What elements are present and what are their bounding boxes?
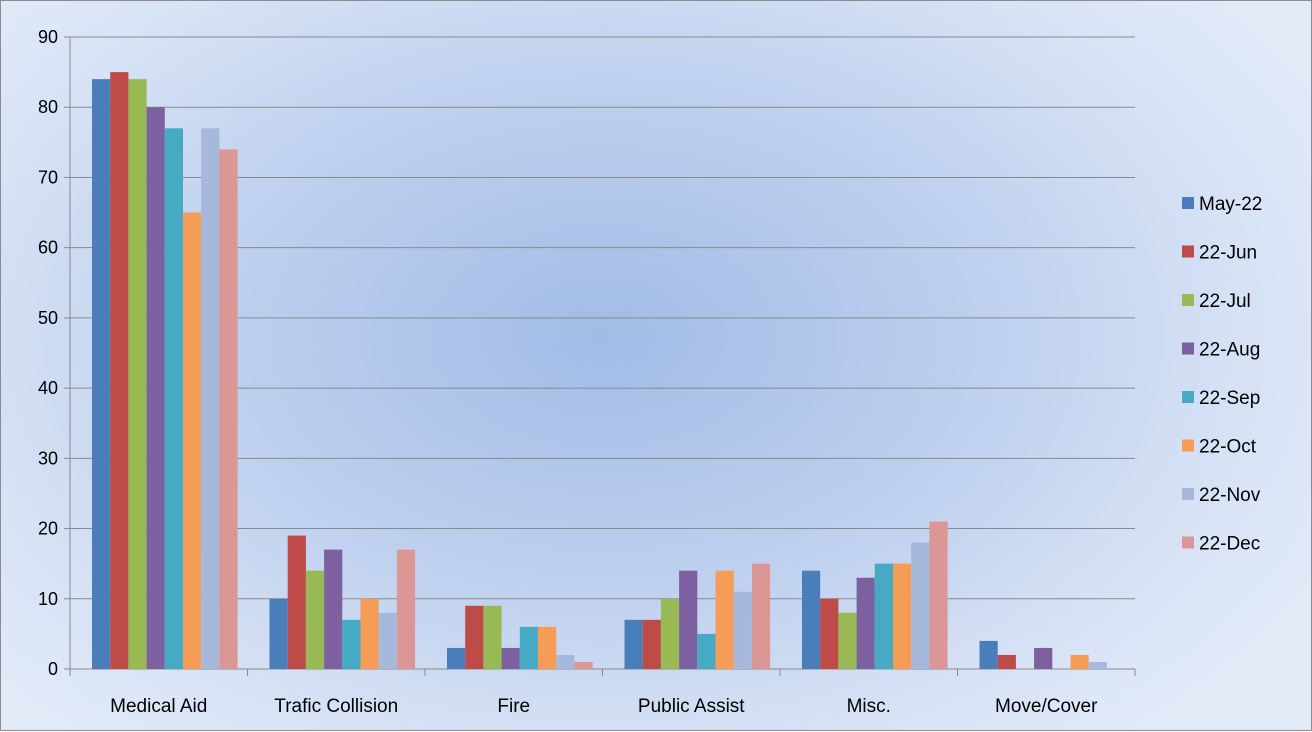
bar-22-jun-fire [465,605,484,669]
legend-swatch [1182,197,1194,209]
bar-may-22-public-assist [624,619,643,669]
gridlines [70,36,1135,600]
bar-22-nov-move-cover [1088,661,1107,669]
y-tick-label: 10 [38,589,58,609]
bar-22-jul-public-assist [660,598,680,669]
bar-22-nov-fire [556,654,575,669]
bar-22-jun-public-assist [642,619,661,669]
y-tick-label: 80 [38,97,58,117]
legend-swatch [1182,391,1194,403]
bar-22-nov-trafic-collision [378,612,397,669]
y-tick-label: 20 [38,519,58,539]
bar-22-dec-public-assist [751,563,771,669]
bar-22-sep-misc- [874,563,893,669]
legend-label: 22-Jun [1199,243,1257,264]
x-category-label: Trafic Collision [274,696,398,717]
legend-label: 22-Jul [1199,291,1251,312]
bar-22-aug-misc- [856,577,875,669]
x-category-label: Move/Cover [995,696,1098,717]
bars [92,72,1107,670]
y-tick-label: 60 [38,238,58,258]
bar-22-jun-misc- [820,598,839,669]
bar-22-dec-medical-aid [219,149,238,669]
legend-label: 22-Dec [1199,534,1260,555]
bar-22-oct-misc- [893,563,912,669]
bar-may-22-move-cover [979,640,998,669]
bar-22-jun-medical-aid [110,72,129,670]
bar-may-22-trafic-collision [269,598,288,669]
y-tick-label: 0 [48,659,58,679]
bar-22-sep-medical-aid [164,128,183,669]
bar-22-jul-trafic-collision [305,570,325,669]
x-category-label: Fire [497,696,530,717]
y-tick-label: 70 [38,167,58,187]
legend: May-22 22-Jun 22-Jul 22-Aug 22-Sep 22-Oct 22-N… [1182,194,1262,555]
bar-22-aug-medical-aid [146,107,165,669]
bar-22-jun-trafic-collision [287,535,306,669]
x-axis-categories: Medical Aid Trafic Collision Fire Public As… [110,696,1098,717]
bar-22-sep-fire [519,626,538,669]
legend-label: 22-Sep [1199,388,1260,409]
bar-may-22-fire [447,647,466,669]
bar-22-aug-fire [501,647,520,669]
bar-22-nov-medical-aid [201,128,220,669]
bar-22-jul-fire [483,605,502,669]
y-tick-label: 50 [38,308,58,328]
bar-22-oct-fire [538,626,557,669]
y-axis-ticks: 0 10 20 30 40 50 60 70 80 90 [38,27,58,679]
x-category-label: Public Assist [638,696,745,717]
legend-label: 22-Aug [1199,340,1260,361]
legend-label: 22-Oct [1199,437,1257,458]
legend-swatch [1182,342,1194,355]
y-tick-label: 40 [38,378,58,398]
bar-22-oct-trafic-collision [360,598,379,669]
legend-swatch [1182,245,1194,258]
y-tick-label: 30 [38,448,58,468]
bar-22-nov-public-assist [733,591,752,669]
bar-22-oct-public-assist [715,570,734,669]
x-category-label: Misc. [847,696,891,717]
legend-swatch [1182,439,1194,452]
bar-22-oct-medical-aid [183,212,202,670]
legend-label: May-22 [1199,194,1262,215]
y-tick-label: 90 [38,27,58,47]
axes [64,36,1136,676]
bar-22-aug-public-assist [679,570,698,669]
bar-22-aug-move-cover [1034,647,1053,669]
bar-22-nov-misc- [911,542,930,669]
bar-may-22-medical-aid [92,79,111,670]
bar-22-dec-fire [574,661,593,669]
bar-may-22-misc- [802,570,821,669]
legend-swatch [1182,488,1194,500]
bar-22-oct-move-cover [1070,654,1089,669]
bar-22-jun-move-cover [997,654,1016,669]
legend-swatch [1182,294,1194,306]
legend-swatch [1182,536,1194,549]
bar-22-sep-trafic-collision [342,619,361,669]
bar-22-dec-misc- [929,521,948,669]
bar-22-aug-trafic-collision [324,549,343,669]
bar-22-dec-trafic-collision [396,549,416,669]
bar-22-sep-public-assist [697,633,716,669]
legend-label: 22-Nov [1199,485,1261,506]
x-category-label: Medical Aid [110,696,207,717]
bar-22-jul-medical-aid [128,79,147,670]
bar-22-jul-misc- [838,612,857,669]
